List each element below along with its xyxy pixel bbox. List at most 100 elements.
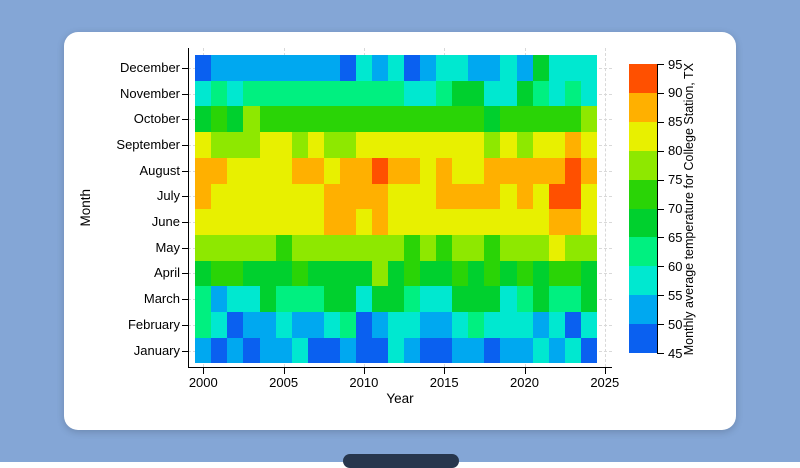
heatmap-cell [260,338,276,363]
heatmap-cell [517,184,533,209]
heatmap-cell [484,55,500,81]
colorbar-segment [629,266,657,295]
heatmap-cell [276,338,292,363]
heatmap-cell [420,158,436,184]
heatmap-cell [484,261,500,286]
heatmap-cell [324,184,340,209]
heatmap-cell [195,55,211,81]
colorbar-tick-label: 80 [668,143,683,159]
heatmap-cell [452,338,468,363]
heatmap-cell [500,235,517,261]
heatmap-cell [372,81,388,106]
heatmap-cell [533,55,549,81]
heatmap-cell [356,184,372,209]
heatmap-cell [500,158,517,184]
heatmap-cell [581,261,597,286]
heatmap-cell [292,235,308,261]
heatmap-cell [340,184,356,209]
heatmap-cell [549,81,565,106]
heatmap-cell [260,158,276,184]
heatmap-cell [260,106,276,132]
heatmap-cell [581,338,597,363]
heatmap-cell [211,184,227,209]
heatmap-cell [308,235,324,261]
heatmap-cell [549,106,565,132]
heatmap-cell [227,235,243,261]
heatmap-cell [549,312,565,338]
heatmap-cell [436,184,452,209]
heatmap-cell [195,106,211,132]
y-tick-mark [182,273,188,275]
heatmap-cell [452,81,468,106]
heatmap-cell [581,158,597,184]
heatmap-cell [500,184,517,209]
heatmap-cell [565,312,581,338]
heatmap-cell [292,158,308,184]
x-tick-mark [203,368,205,374]
heatmap-cell [211,261,227,286]
heatmap-cell [211,106,227,132]
colorbar-axis-line [657,64,658,354]
heatmap-cell [420,312,436,338]
heatmap-cell [533,286,549,312]
heatmap-cell [517,132,533,158]
heatmap-cell [388,106,404,132]
heatmap-cell [388,286,404,312]
heatmap-cell [308,158,324,184]
heatmap-cell [436,286,452,312]
heatmap-cell [227,209,243,235]
heatmap-cell [420,286,436,312]
heatmap-cell [227,312,243,338]
heatmap-cell [452,132,468,158]
heatmap-cell [356,235,372,261]
heatmap-cell [420,55,436,81]
heatmap-cell [468,158,484,184]
heatmap-cell [195,235,211,261]
heatmap-cell [404,261,420,286]
heatmap-cell [324,81,340,106]
heatmap-cell [227,106,243,132]
heatmap-cell [356,158,372,184]
heatmap-cell [500,106,517,132]
heatmap-cell [308,55,324,81]
y-tick-label: August [139,162,180,178]
heatmap-cell [404,209,420,235]
heatmap-cell [452,261,468,286]
heatmap-cell [211,81,227,106]
y-tick-label: July [156,188,180,204]
heatmap-cell [260,184,276,209]
heatmap-cell [308,209,324,235]
y-tick-label: March [143,291,180,307]
colorbar-segment [629,151,657,180]
y-tick-mark [182,324,188,326]
heatmap-cell [243,106,260,132]
heatmap-cell [340,81,356,106]
colorbar-tick-mark [658,353,664,354]
heatmap-cell [533,184,549,209]
colorbar-tick-label: 60 [668,258,683,274]
colorbar-tick-label: 85 [668,114,683,130]
heatmap-cell [517,81,533,106]
colorbar-segment [629,295,657,324]
heatmap-cell [276,184,292,209]
heatmap-cell [340,286,356,312]
heatmap-cell [420,235,436,261]
heatmap-cell [292,55,308,81]
chart-window: Month Year Monthly average temperature f… [64,32,736,430]
heatmap-cell [388,209,404,235]
heatmap-cell [436,261,452,286]
y-tick-mark [182,144,188,146]
heatmap-cell [292,286,308,312]
heatmap-cell [372,184,388,209]
colorbar-tick-mark [658,92,664,94]
heatmap-cell [195,184,211,209]
heatmap-cell [549,158,565,184]
heatmap-cell [227,261,243,286]
heatmap-cell [500,286,517,312]
heatmap-cell [404,81,420,106]
colorbar-tick-mark [658,64,664,65]
heatmap-cell [292,106,308,132]
bottom-dark-bar [343,454,459,468]
heatmap-cell [324,338,340,363]
heatmap-cell [276,106,292,132]
